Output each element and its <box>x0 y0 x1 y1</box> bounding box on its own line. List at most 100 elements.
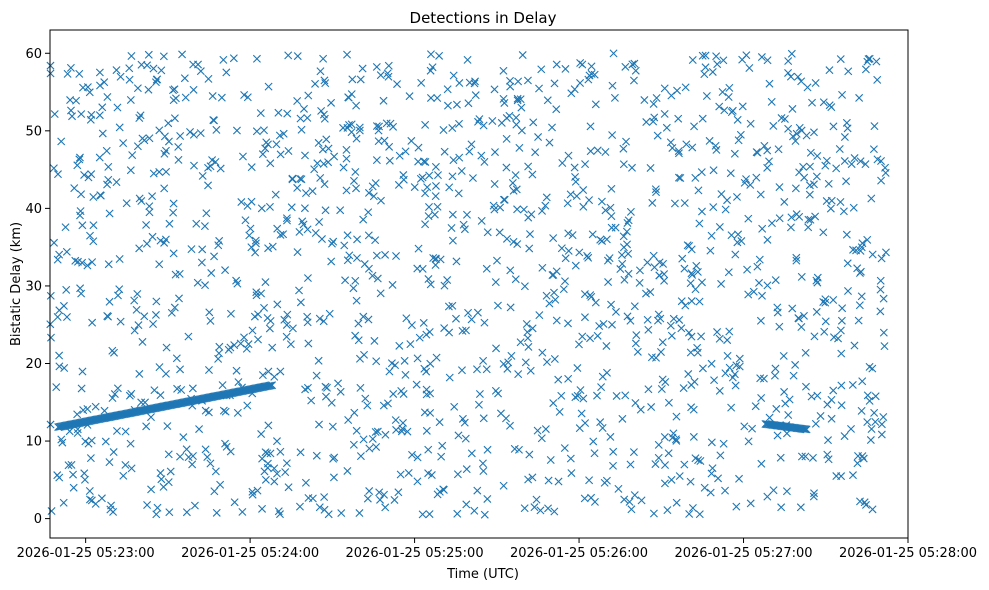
data-point <box>414 244 423 253</box>
data-point <box>590 70 599 79</box>
data-point <box>314 356 323 365</box>
data-point <box>413 453 422 462</box>
data-point <box>432 353 441 362</box>
data-point <box>380 490 389 499</box>
data-point <box>141 398 150 407</box>
data-point <box>148 192 157 201</box>
data-point <box>162 167 171 176</box>
data-point <box>608 131 617 140</box>
data-point <box>339 163 348 172</box>
data-point <box>200 222 209 231</box>
data-point <box>496 203 505 212</box>
data-point <box>567 469 576 478</box>
data-point <box>624 249 633 258</box>
data-point <box>343 231 352 240</box>
data-point <box>538 206 547 215</box>
data-point <box>674 173 683 182</box>
data-point <box>401 147 410 156</box>
data-point <box>731 381 740 390</box>
data-point <box>115 255 124 263</box>
data-point <box>201 445 210 454</box>
data-point <box>351 331 360 340</box>
data-point <box>297 175 306 184</box>
data-point <box>145 208 154 217</box>
data-point <box>879 328 888 337</box>
data-point <box>836 198 845 206</box>
data-point <box>365 444 374 453</box>
data-point <box>648 198 657 207</box>
data-point <box>293 52 302 61</box>
data-point <box>343 466 352 475</box>
data-point <box>631 339 640 348</box>
data-point <box>53 471 62 480</box>
data-point <box>618 259 627 268</box>
data-point <box>502 163 511 172</box>
data-point <box>763 56 772 65</box>
data-point <box>288 174 297 183</box>
data-point <box>373 274 382 283</box>
data-point <box>624 269 633 278</box>
data-point <box>751 402 760 411</box>
data-point <box>137 398 146 407</box>
data-point <box>803 83 812 92</box>
data-point <box>587 69 596 78</box>
data-point <box>145 134 154 143</box>
data-point <box>863 418 872 427</box>
data-point <box>793 72 802 81</box>
data-point <box>698 114 707 123</box>
data-point <box>713 60 722 69</box>
data-point <box>541 201 550 210</box>
data-point <box>525 450 534 459</box>
data-point <box>624 216 633 225</box>
data-point <box>112 426 121 435</box>
data-point <box>361 394 370 403</box>
data-point <box>188 452 197 460</box>
data-point <box>55 250 64 259</box>
data-point <box>606 432 615 441</box>
data-point <box>80 475 89 484</box>
data-point <box>320 180 329 189</box>
data-point <box>150 386 159 395</box>
data-point <box>566 454 575 463</box>
data-point <box>435 418 444 427</box>
data-point <box>544 504 553 513</box>
data-point <box>784 411 793 419</box>
data-point <box>408 450 417 459</box>
data-point <box>241 216 250 225</box>
data-point <box>688 56 697 64</box>
data-point <box>881 168 890 177</box>
data-point <box>767 97 776 106</box>
data-point <box>677 324 686 333</box>
data-point <box>330 152 339 161</box>
data-point <box>810 332 819 341</box>
data-point <box>374 126 383 135</box>
data-point <box>317 235 326 244</box>
data-point <box>538 263 547 272</box>
data-point <box>707 231 716 240</box>
data-point <box>626 207 635 216</box>
data-point <box>709 203 718 212</box>
data-point <box>315 420 323 429</box>
data-point <box>421 189 430 198</box>
data-point <box>248 490 257 499</box>
data-point <box>196 129 205 138</box>
data-point <box>581 160 590 169</box>
data-point <box>155 167 164 176</box>
data-point <box>711 141 720 150</box>
data-point <box>355 123 364 132</box>
data-point <box>612 391 621 400</box>
data-point <box>142 239 151 248</box>
data-point <box>548 123 557 132</box>
data-point <box>458 414 467 423</box>
data-point <box>62 285 71 294</box>
data-point <box>688 504 697 513</box>
data-point <box>175 294 183 303</box>
data-point <box>706 246 715 255</box>
data-point <box>453 509 462 518</box>
data-point <box>727 108 736 117</box>
data-point <box>233 408 242 417</box>
data-point <box>705 136 714 145</box>
data-point <box>385 156 394 165</box>
data-point <box>210 116 219 125</box>
y-tick-label: 10 <box>25 435 42 450</box>
